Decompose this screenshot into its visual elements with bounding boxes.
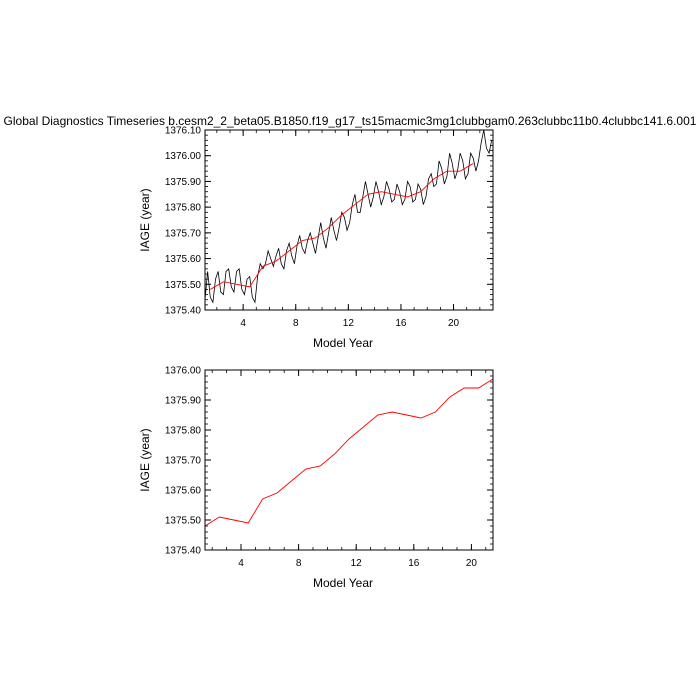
x-tick-label: 8 [293,318,299,329]
y-tick-label: 1376.00 [165,151,202,162]
x-axis-label: Model Year [313,576,373,590]
x-tick-label: 8 [296,558,302,569]
y-tick-label: 1375.80 [165,203,202,214]
x-tick-label: 4 [238,558,244,569]
x-tick-label: 16 [395,318,407,329]
y-tick-label: 1375.60 [165,254,202,265]
y-tick-label: 1375.90 [165,177,202,188]
y-axis-label: IAGE (year) [138,428,152,491]
y-tick-label: 1375.90 [165,396,202,407]
y-tick-label: 1375.70 [165,228,202,239]
figure-title: Global Diagnostics Timeseries b.cesm2_2_… [4,114,697,128]
annual-series-line [204,378,494,527]
monthly-series-line [204,129,493,304]
x-tick-label: 12 [343,318,355,329]
y-tick-label: 1375.40 [165,306,202,317]
y-tick-label: 1375.40 [165,546,202,557]
bottom-panel: 4 8 12 16 20 1375.40 1375.50 1375.60 1375.70 1375… [138,366,494,590]
x-tick-label: 20 [466,558,478,569]
x-tick-label: 16 [408,558,420,569]
y-tick-label: 1375.60 [165,486,202,497]
top-panel: 4 8 12 16 20 1375.40 1375.50 1375.60 1375.70 1375… [138,126,494,350]
y-tick-label: 1376.10 [165,126,202,137]
x-tick-label: 12 [351,558,363,569]
x-tick-label: 4 [240,318,246,329]
y-tick-label: 1375.50 [165,280,202,291]
y-axis-label: IAGE (year) [138,188,152,251]
y-tick-label: 1375.50 [165,516,202,527]
annual-series-line [210,163,474,290]
x-axis-label: Model Year [313,336,373,350]
x-tick-label: 20 [448,318,460,329]
y-tick-label: 1375.80 [165,426,202,437]
y-tick-label: 1375.70 [165,456,202,467]
plot-frame [204,129,494,311]
y-tick-label: 1376.00 [165,366,202,377]
